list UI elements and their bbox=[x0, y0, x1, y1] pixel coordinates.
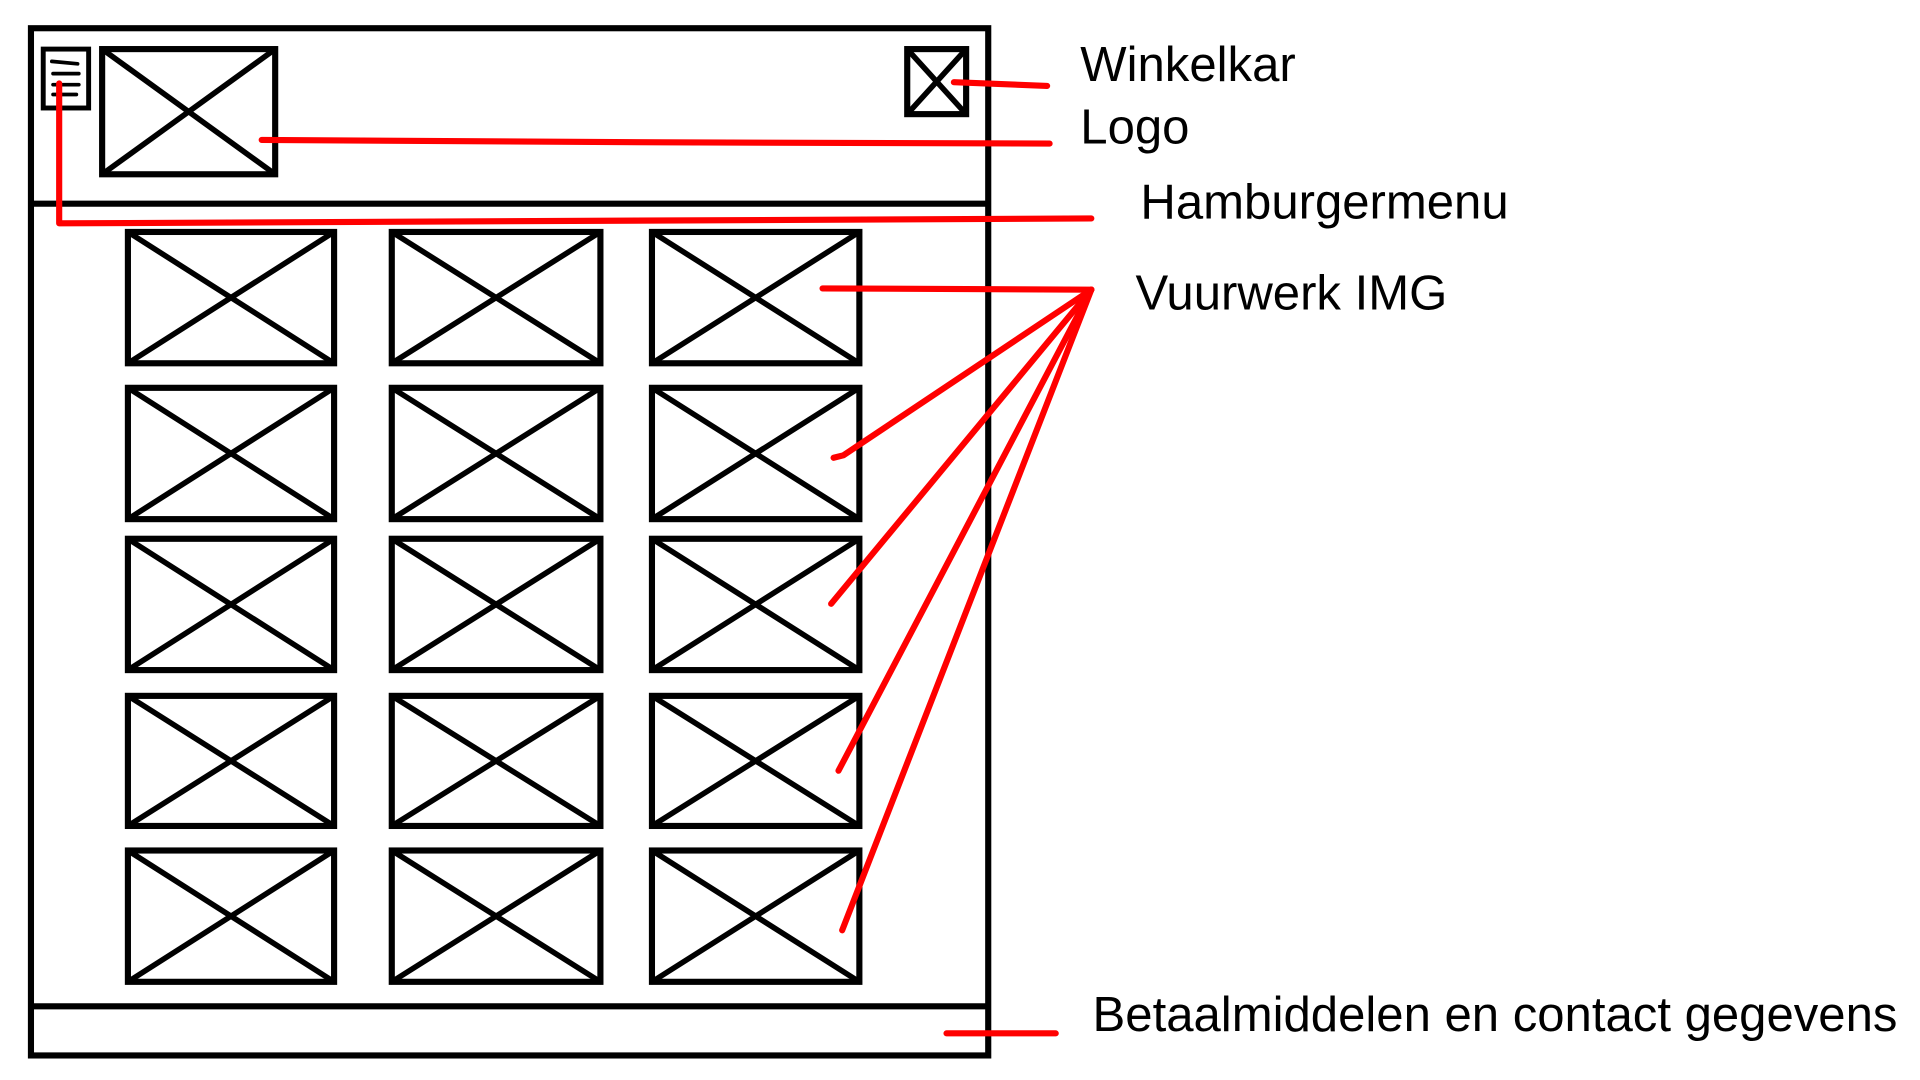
annotation-lines bbox=[56, 79, 1095, 1037]
label-winkelkar: Winkelkar bbox=[1080, 38, 1295, 92]
vuurwerk-image-placeholder-icon bbox=[648, 384, 863, 523]
page-frame bbox=[27, 25, 992, 1059]
image-leader-line-4 bbox=[835, 286, 1095, 774]
vuurwerk-image-placeholder-icon bbox=[124, 384, 338, 523]
vuurwerk-image-placeholder-icon bbox=[648, 535, 863, 674]
vuurwerk-image-placeholder-icon bbox=[124, 535, 338, 674]
image-leader-line-5 bbox=[839, 286, 1095, 934]
hamburger-icon bbox=[40, 46, 92, 111]
vuurwerk-image-placeholder-icon bbox=[648, 692, 863, 830]
label-vuurwerk-img: Vuurwerk IMG bbox=[1136, 266, 1448, 320]
cart-leader-line bbox=[950, 79, 1051, 89]
vuurwerk-image-placeholder-icon bbox=[124, 847, 338, 985]
vuurwerk-image-placeholder-icon bbox=[388, 535, 604, 674]
hamburger-leader-line bbox=[56, 80, 1095, 227]
label-logo: Logo bbox=[1080, 101, 1189, 155]
vuurwerk-image-grid bbox=[124, 228, 863, 985]
vuurwerk-image-placeholder-icon bbox=[388, 847, 604, 985]
vuurwerk-image-placeholder-icon bbox=[124, 692, 338, 830]
vuurwerk-image-placeholder-icon bbox=[388, 228, 604, 367]
image-leader-line-1 bbox=[819, 285, 1095, 293]
vuurwerk-image-placeholder-icon bbox=[388, 384, 604, 523]
vuurwerk-image-placeholder-icon bbox=[124, 228, 338, 367]
logo-placeholder-icon bbox=[99, 46, 279, 178]
label-footer: Betaalmiddelen en contact gegevens bbox=[1093, 988, 1898, 1042]
image-leader-line-2 bbox=[830, 286, 1095, 461]
page-border bbox=[27, 25, 992, 1059]
vuurwerk-image-placeholder-icon bbox=[388, 692, 604, 830]
image-leader-line-3 bbox=[828, 286, 1095, 607]
vuurwerk-image-placeholder-icon bbox=[648, 228, 863, 367]
vuurwerk-image-placeholder-icon bbox=[648, 847, 863, 985]
label-hamburgermenu: Hamburgermenu bbox=[1140, 175, 1508, 229]
logo-leader-line bbox=[258, 136, 1053, 147]
